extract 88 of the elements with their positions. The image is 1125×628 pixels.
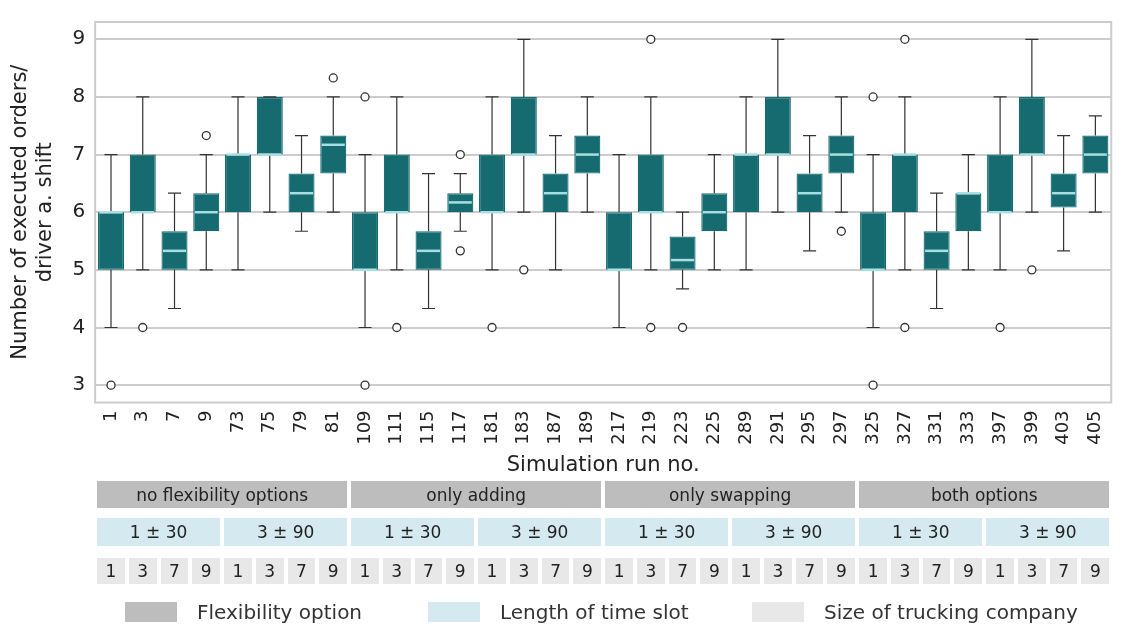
y-tick-label: 6: [72, 198, 86, 223]
x-tick-label: 9: [193, 410, 215, 422]
x-tick-label: 115: [416, 410, 438, 445]
x-tick-label: 219: [638, 410, 660, 445]
x-tick-label: 327: [892, 410, 914, 445]
text: Flexibility option: [197, 600, 363, 624]
text: 1: [732, 558, 760, 584]
text: 7: [287, 558, 316, 584]
text: 9: [827, 558, 856, 584]
x-tick-label: 1: [98, 410, 120, 422]
x-tick-label: 291: [765, 410, 787, 445]
text: only swapping: [605, 481, 856, 508]
text: 1 ± 30: [859, 518, 983, 546]
text: 7: [160, 558, 189, 584]
x-axis-title: Simulation run no.: [506, 451, 700, 476]
text: 3: [255, 558, 284, 584]
y-tick-label: 3: [72, 371, 86, 396]
x-tick-label: 7: [162, 410, 184, 422]
text: 7: [668, 558, 697, 584]
x-tick-label: 109: [352, 410, 374, 445]
text: 1 ± 30: [351, 518, 475, 546]
x-tick-label: 73: [225, 410, 247, 434]
x-tick-label: 117: [447, 410, 469, 445]
text: 1: [986, 558, 1014, 584]
text: 3: [1017, 558, 1046, 584]
x-tick-label: 325: [860, 410, 882, 445]
text: 1: [478, 558, 506, 584]
text: 1: [224, 558, 252, 584]
x-tick-label: 111: [384, 410, 406, 445]
x-tick-label: 295: [797, 410, 819, 445]
x-tick-label: 331: [924, 410, 946, 445]
x-tick-label: 397: [987, 410, 1009, 445]
text: 3: [128, 558, 157, 584]
text: 9: [573, 558, 602, 584]
x-tick-label: 217: [606, 410, 628, 445]
x-tick-label: 183: [511, 410, 533, 445]
text: 9: [954, 558, 983, 584]
x-tick-label: 289: [733, 410, 755, 445]
y-axis-title: Number of executed orders/ driver a. shift: [7, 63, 57, 360]
text: 3 ± 90: [478, 518, 602, 546]
text: 7: [414, 558, 443, 584]
y-tick-label: 8: [72, 83, 86, 108]
y-tick-label: 9: [72, 25, 86, 50]
x-tick-label: 223: [670, 410, 692, 445]
text: 9: [1081, 558, 1110, 584]
text: 7: [1049, 558, 1078, 584]
x-tick-label: 3: [130, 410, 152, 422]
text: only adding: [351, 481, 602, 508]
y-tick-label: 5: [72, 256, 86, 281]
text: 3: [763, 558, 792, 584]
text: 1: [351, 558, 379, 584]
text: 3: [890, 558, 919, 584]
text: 3 ± 90: [986, 518, 1110, 546]
text: 3: [636, 558, 665, 584]
text: 1: [859, 558, 887, 584]
text: 9: [192, 558, 221, 584]
x-tick-label: 81: [320, 410, 342, 434]
x-tick-label: 405: [1083, 410, 1105, 445]
y-tick-label: 4: [72, 313, 86, 338]
text: 7: [922, 558, 951, 584]
x-tick-label: 181: [479, 410, 501, 445]
text: Size of trucking company: [824, 600, 1078, 624]
text: 3: [382, 558, 411, 584]
text: 3 ± 90: [224, 518, 348, 546]
text: 1 ± 30: [97, 518, 221, 546]
x-tick-label: 187: [543, 410, 565, 445]
text: no flexibility options: [97, 481, 348, 508]
x-tick-label: 399: [1019, 410, 1041, 445]
text: 9: [319, 558, 348, 584]
x-tick-label: 75: [257, 410, 279, 434]
x-tick-label: 333: [956, 410, 978, 445]
text: 3 ± 90: [732, 518, 856, 546]
x-tick-label: 79: [289, 410, 311, 434]
text: 9: [700, 558, 729, 584]
text: 7: [795, 558, 824, 584]
text: Length of time slot: [500, 600, 689, 624]
x-tick-label: 225: [702, 410, 723, 445]
text: 1: [97, 558, 125, 584]
text: 3: [509, 558, 538, 584]
x-tick-label: 297: [829, 410, 851, 445]
text: 1 ± 30: [605, 518, 729, 546]
text: 7: [541, 558, 570, 584]
text: both options: [859, 481, 1110, 508]
x-tick-label: 403: [1051, 410, 1073, 445]
x-tick-label: 189: [574, 410, 596, 445]
text: 1: [605, 558, 633, 584]
y-tick-label: 7: [72, 140, 86, 165]
text: 9: [446, 558, 475, 584]
